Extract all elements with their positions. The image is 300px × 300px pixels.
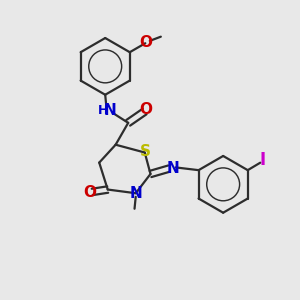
Text: N: N bbox=[130, 186, 142, 201]
Text: O: O bbox=[139, 102, 152, 117]
Text: N: N bbox=[166, 160, 179, 175]
Text: H: H bbox=[98, 104, 108, 117]
Text: S: S bbox=[140, 144, 151, 159]
Text: I: I bbox=[260, 151, 266, 169]
Text: O: O bbox=[83, 185, 96, 200]
Text: N: N bbox=[104, 103, 117, 118]
Text: O: O bbox=[139, 35, 152, 50]
